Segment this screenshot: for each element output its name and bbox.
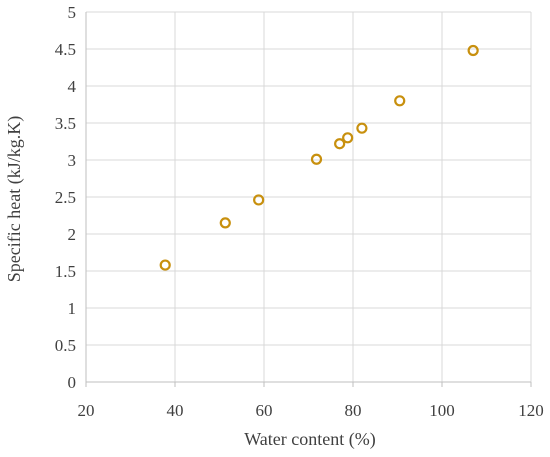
y-tick-label: 4 (68, 77, 77, 96)
x-tick-label: 80 (345, 401, 362, 420)
y-tick-label: 1 (68, 299, 77, 318)
data-point (159, 259, 171, 271)
x-tick-labels: 20 40 60 80 100 120 (78, 401, 544, 420)
y-tick-label: 4.5 (55, 40, 76, 59)
data-point (253, 194, 265, 206)
x-tick-label: 100 (429, 401, 455, 420)
y-tick-label: 0.5 (55, 336, 76, 355)
data-point (467, 44, 479, 57)
y-tick-label: 2 (68, 225, 77, 244)
grid (86, 11, 532, 382)
data-point (356, 122, 368, 134)
axes (85, 12, 532, 387)
y-tick-label: 1.5 (55, 262, 76, 281)
x-tick-label: 40 (167, 401, 184, 420)
data-point (334, 138, 346, 150)
data-point (219, 217, 231, 229)
x-tick-label: 20 (78, 401, 95, 420)
data-points (159, 44, 479, 271)
y-tick-labels: 0 0.5 1 1.5 2 2.5 3 3.5 4 4.5 5 (55, 3, 77, 392)
y-axis-label: Specific heat (kJ/kg.K) (4, 116, 25, 282)
x-tick-label: 60 (256, 401, 273, 420)
y-tick-label: 2.5 (55, 188, 76, 207)
data-point (342, 132, 354, 144)
x-tick-label: 120 (518, 401, 544, 420)
data-point (394, 95, 406, 107)
y-tick-label: 0 (68, 373, 77, 392)
data-point (310, 153, 323, 165)
x-axis-label: Water content (%) (244, 429, 375, 450)
y-tick-label: 3 (68, 151, 77, 170)
y-tick-label: 5 (68, 3, 77, 22)
y-tick-label: 3.5 (55, 114, 76, 133)
